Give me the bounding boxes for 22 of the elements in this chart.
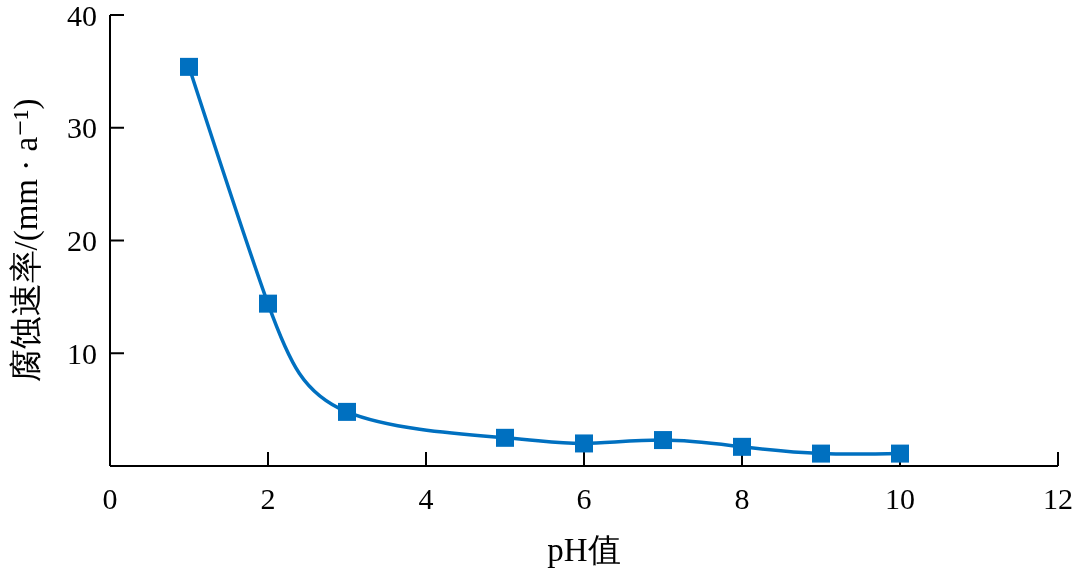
- x-tick-label: 4: [418, 482, 434, 516]
- point: [812, 444, 830, 463]
- point: [338, 402, 356, 421]
- x-tick-label: 8: [734, 482, 750, 516]
- point: [733, 437, 751, 456]
- point: [575, 434, 593, 453]
- x-tick-label: 10: [885, 482, 915, 516]
- point: [654, 431, 672, 450]
- y-tick-label: 30: [67, 111, 97, 145]
- point: [259, 294, 277, 313]
- point: [496, 428, 514, 447]
- point: [180, 57, 198, 76]
- x-axis-title: pH值: [547, 532, 621, 568]
- y-tick-label: 40: [67, 0, 97, 32]
- x-tick-label: 2: [260, 482, 276, 516]
- point: [891, 444, 909, 463]
- x-tick-label: 0: [102, 482, 118, 516]
- x-tick-label: 6: [576, 482, 592, 516]
- y-axis-title: 腐蚀速率/(mm · a⁻¹): [8, 98, 45, 383]
- y-tick-label: 10: [67, 336, 97, 370]
- y-tick-label: 20: [67, 224, 97, 258]
- x-tick-label: 12: [1043, 482, 1073, 516]
